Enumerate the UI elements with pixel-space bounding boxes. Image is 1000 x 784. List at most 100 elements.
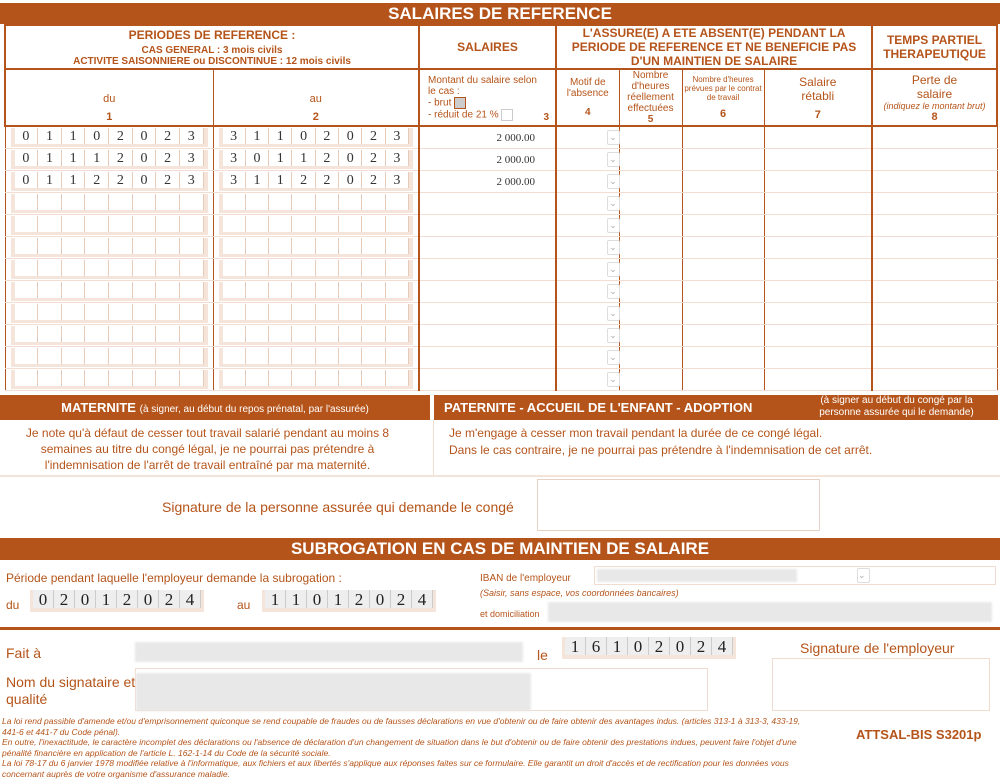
digit-cell[interactable]: 1 [269, 128, 293, 144]
retabli-input[interactable] [763, 324, 873, 347]
digit-cell[interactable]: 1 [269, 172, 293, 188]
au-date-input[interactable] [218, 238, 414, 257]
digit-cell[interactable] [362, 348, 386, 364]
digit-cell[interactable] [315, 370, 340, 386]
salaire-input[interactable]: 2 000.00 [418, 148, 557, 171]
digit-cell[interactable] [385, 194, 409, 210]
perte-input[interactable] [871, 125, 998, 149]
heures-prev-input[interactable] [681, 125, 765, 149]
salaire-input[interactable] [418, 302, 557, 325]
digit-cell[interactable]: 2 [109, 150, 133, 166]
digit-cell[interactable]: 3 [179, 150, 204, 166]
digit-cell[interactable]: 2 [156, 172, 180, 188]
digit-cell[interactable] [292, 238, 316, 254]
digit-cell[interactable]: 4 [712, 637, 733, 656]
digit-cell[interactable]: 2 [362, 172, 386, 188]
digit-cell[interactable] [14, 216, 39, 232]
digit-cell[interactable] [132, 326, 157, 342]
digit-cell[interactable] [269, 216, 293, 232]
heures-eff-input[interactable] [618, 258, 683, 281]
digit-cell[interactable]: 0 [33, 590, 54, 609]
digit-cell[interactable] [245, 326, 270, 342]
motif-select[interactable]: ⌄ [555, 125, 620, 149]
retabli-input[interactable] [763, 258, 873, 281]
du-date-input[interactable] [10, 326, 208, 345]
digit-cell[interactable] [245, 260, 270, 276]
digit-cell[interactable] [109, 326, 133, 342]
digit-cell[interactable]: 1 [265, 590, 286, 609]
digit-cell[interactable]: 2 [156, 150, 180, 166]
digit-cell[interactable]: 1 [245, 128, 270, 144]
digit-cell[interactable] [385, 282, 409, 298]
digit-cell[interactable]: 2 [315, 172, 340, 188]
retabli-input[interactable] [763, 346, 873, 369]
digit-cell[interactable] [292, 194, 316, 210]
motif-select[interactable]: ⌄ [555, 258, 620, 281]
digit-cell[interactable]: 0 [370, 590, 391, 609]
motif-select[interactable]: ⌄ [555, 324, 620, 347]
retabli-input[interactable] [763, 192, 873, 215]
digit-cell[interactable]: 1 [292, 150, 316, 166]
digit-cell[interactable] [245, 370, 270, 386]
digit-cell[interactable] [179, 238, 204, 254]
salaire-input[interactable] [418, 214, 557, 237]
du-date-input[interactable] [10, 348, 208, 367]
digit-cell[interactable] [38, 282, 62, 298]
digit-cell[interactable] [132, 194, 157, 210]
brut-radio[interactable] [454, 96, 467, 109]
digit-cell[interactable] [109, 194, 133, 210]
digit-cell[interactable]: 0 [75, 590, 96, 609]
digit-cell[interactable] [339, 194, 363, 210]
digit-cell[interactable]: 2 [649, 637, 670, 656]
digit-cell[interactable]: 1 [61, 128, 86, 144]
heures-prev-input[interactable] [681, 236, 765, 259]
digit-cell[interactable]: 0 [14, 172, 39, 188]
digit-cell[interactable] [38, 238, 62, 254]
digit-cell[interactable] [222, 238, 246, 254]
digit-cell[interactable] [61, 370, 86, 386]
digit-cell[interactable] [61, 238, 86, 254]
digit-cell[interactable] [292, 282, 316, 298]
digit-cell[interactable] [38, 348, 62, 364]
digit-cell[interactable]: 0 [307, 590, 328, 609]
salaire-input[interactable] [418, 280, 557, 303]
heures-eff-input[interactable] [618, 236, 683, 259]
digit-cell[interactable] [315, 238, 340, 254]
digit-cell[interactable] [315, 260, 340, 276]
digit-cell[interactable] [179, 216, 204, 232]
perte-input[interactable] [871, 280, 998, 303]
digit-cell[interactable] [339, 260, 363, 276]
motif-select[interactable]: ⌄ [555, 302, 620, 325]
digit-cell[interactable] [156, 370, 180, 386]
au-date-input[interactable] [218, 304, 414, 323]
digit-cell[interactable]: 3 [222, 128, 246, 144]
digit-cell[interactable] [222, 194, 246, 210]
digit-cell[interactable] [222, 348, 246, 364]
digit-cell[interactable] [362, 304, 386, 320]
digit-cell[interactable] [14, 304, 39, 320]
digit-cell[interactable] [109, 282, 133, 298]
digit-cell[interactable] [38, 216, 62, 232]
digit-cell[interactable]: 1 [96, 590, 117, 609]
digit-cell[interactable] [362, 260, 386, 276]
perte-input[interactable] [871, 148, 998, 171]
digit-cell[interactable]: 0 [339, 150, 363, 166]
digit-cell[interactable] [269, 282, 293, 298]
digit-cell[interactable] [132, 304, 157, 320]
au-date-input[interactable] [218, 326, 414, 345]
digit-cell[interactable]: 0 [138, 590, 159, 609]
digit-cell[interactable]: 2 [362, 128, 386, 144]
digit-cell[interactable] [156, 216, 180, 232]
digit-cell[interactable]: 0 [132, 128, 157, 144]
digit-cell[interactable] [339, 348, 363, 364]
digit-cell[interactable]: 1 [245, 172, 270, 188]
digit-cell[interactable] [292, 304, 316, 320]
digit-cell[interactable] [315, 304, 340, 320]
digit-cell[interactable] [61, 326, 86, 342]
digit-cell[interactable] [245, 194, 270, 210]
digit-cell[interactable] [14, 194, 39, 210]
iban-select[interactable]: ⌄ [594, 566, 996, 585]
digit-cell[interactable] [156, 260, 180, 276]
